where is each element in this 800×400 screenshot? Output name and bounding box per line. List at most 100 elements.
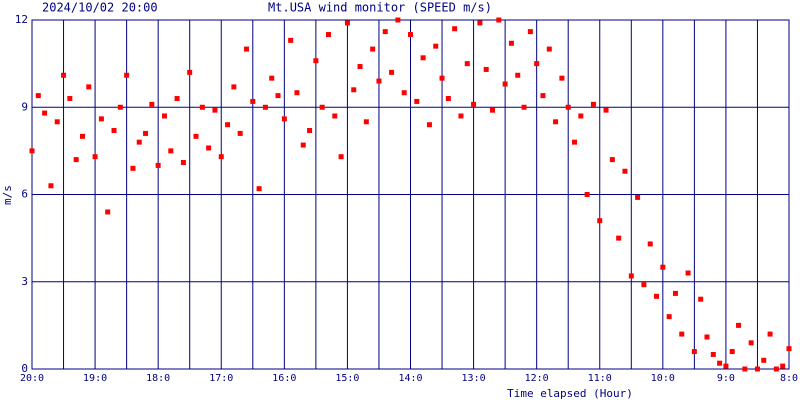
point [496,17,502,23]
x-tick-label: 8:0 [780,373,798,384]
point [86,84,92,90]
point [307,128,313,134]
point [439,75,445,81]
point [124,72,130,78]
point [193,133,199,139]
point [54,119,60,125]
point [256,186,262,192]
point [780,363,786,369]
x-tick-label: 18:0 [146,373,170,384]
point [206,145,212,151]
point [527,29,533,35]
point [212,107,218,113]
point [243,46,249,52]
y-axis-label: m/s [1,185,14,205]
point [508,40,514,46]
point [729,349,735,355]
point [672,290,678,296]
point [408,32,413,38]
point [767,331,773,337]
point [483,66,489,72]
x-tick-label: 9:0 [717,373,735,384]
point [250,98,256,104]
point [754,366,760,372]
point [275,93,281,99]
y-tick-label: 9 [21,100,28,113]
x-tick-label: 13:0 [462,373,486,384]
point [389,69,395,75]
point [426,122,432,128]
point [786,346,792,352]
point [363,119,369,125]
point [603,107,609,113]
point [723,363,729,369]
point [515,72,521,78]
point [225,122,231,128]
point [414,98,420,104]
point [691,349,697,355]
point [401,90,407,96]
y-tick-label: 6 [21,188,28,201]
point [73,157,79,163]
point [597,218,603,224]
point [187,69,193,75]
point [464,61,470,67]
point [710,351,716,357]
point [382,29,388,35]
point [685,270,691,276]
point [572,139,578,145]
point [666,314,672,320]
y-tick-label: 12 [15,13,28,26]
point [35,93,41,99]
point [698,296,704,302]
point [704,334,710,340]
point [319,104,325,110]
point [370,46,376,52]
point [288,37,294,43]
point [641,282,647,288]
point [338,154,344,160]
point [502,81,508,87]
point [773,366,779,372]
point [540,93,546,99]
x-tick-label: 11:0 [588,373,612,384]
y-tick-label: 3 [21,275,28,288]
point [578,113,584,119]
point [155,162,161,168]
point [546,46,552,52]
point [98,116,104,122]
chart-date: 2024/10/02 20:00 [42,1,158,15]
point [117,104,123,110]
point [111,128,117,134]
point [376,78,382,84]
point [325,32,331,38]
point [660,264,666,270]
point [29,148,35,154]
point [231,84,237,90]
point [344,20,350,26]
point [79,133,85,139]
point [395,17,401,23]
point [281,116,287,122]
x-tick-label: 10:0 [651,373,675,384]
point [490,107,496,113]
point [477,20,483,26]
x-tick-label: 12:0 [525,373,549,384]
point [742,366,748,372]
point [736,322,742,328]
point [67,96,73,102]
point [559,75,565,81]
x-tick-label: 16:0 [272,373,296,384]
point [616,235,622,241]
x-axis-label: Time elapsed (Hour) [507,387,633,400]
point [149,101,155,107]
point [237,130,243,136]
point [458,113,464,119]
point [433,43,439,49]
point [420,55,426,61]
point [168,148,174,154]
point [269,75,275,81]
point [105,209,111,215]
plot-border [31,19,790,370]
point [553,119,559,125]
